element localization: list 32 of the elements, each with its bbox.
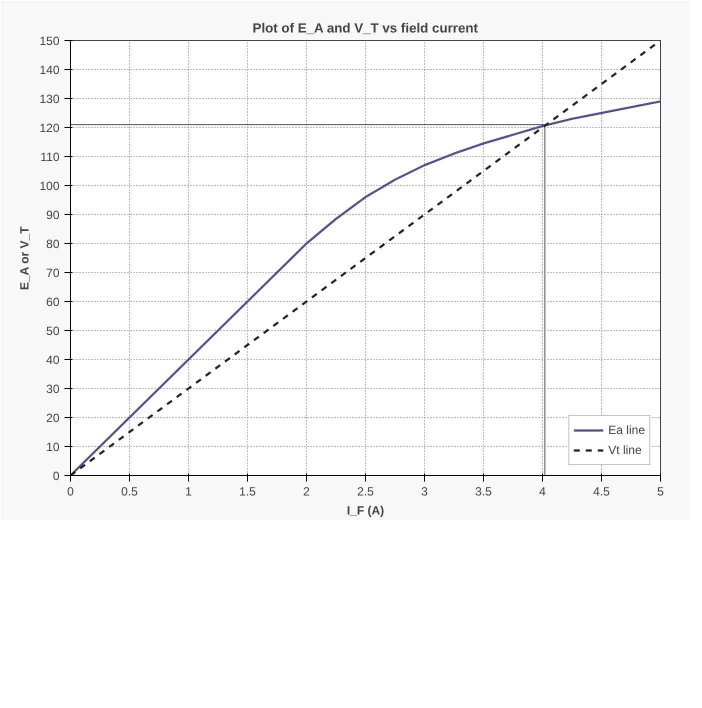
chart-title: Plot of E_A and V_T vs field current xyxy=(252,20,479,36)
x-tick-label: 1 xyxy=(185,484,192,498)
x-tick-label: 2.5 xyxy=(357,484,374,498)
y-tick-label: 50 xyxy=(46,324,60,338)
y-tick-label: 30 xyxy=(46,382,60,396)
x-tick-label: 3 xyxy=(421,484,428,498)
y-tick-label: 150 xyxy=(39,34,60,48)
y-tick-label: 80 xyxy=(46,237,60,251)
y-tick-label: 110 xyxy=(40,150,60,164)
y-tick-label: 0 xyxy=(52,469,60,483)
y-tick-label: 100 xyxy=(39,179,60,193)
x-tick-label: 1.5 xyxy=(239,484,256,498)
x-axis-title: I_F (A) xyxy=(346,504,384,518)
y-tick-label: 120 xyxy=(39,121,60,135)
x-tick-label: 2 xyxy=(303,484,310,498)
legend-label: Ea line xyxy=(608,423,645,437)
y-tick-label: 60 xyxy=(46,295,60,309)
x-tick-label: 4.5 xyxy=(593,484,610,498)
legend-label: Vt line xyxy=(608,443,642,457)
y-tick-label: 140 xyxy=(39,63,60,77)
y-tick-label: 40 xyxy=(46,353,60,367)
x-tick-label: 0 xyxy=(67,484,74,498)
x-tick-label: 5 xyxy=(657,484,664,498)
y-tick-label: 10 xyxy=(46,440,60,454)
y-tick-label: 130 xyxy=(39,92,60,106)
x-tick-label: 3.5 xyxy=(475,484,492,498)
x-tick-label: 4 xyxy=(539,484,546,498)
y-tick-label: 20 xyxy=(46,411,60,425)
y-axis-title: E_A or V_T xyxy=(17,226,32,290)
y-tick-label: 70 xyxy=(46,266,60,280)
x-tick-label: 0.5 xyxy=(121,484,138,498)
y-tick-label: 90 xyxy=(46,208,60,222)
